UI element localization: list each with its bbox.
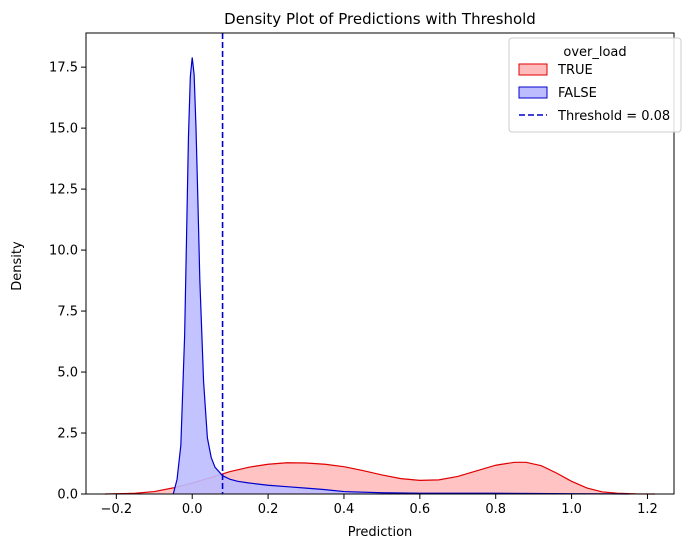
chart-title: Density Plot of Predictions with Thresho… — [224, 10, 536, 28]
legend-label-true: TRUE — [557, 63, 593, 78]
y-tick-label: 5.0 — [57, 366, 78, 381]
legend-swatch-false — [518, 86, 548, 99]
x-tick-label: 0.2 — [258, 502, 279, 517]
x-tick-label: 0.0 — [182, 502, 203, 517]
y-tick-label: 10.0 — [49, 244, 78, 259]
x-tick-label: 0.6 — [409, 502, 430, 517]
legend-box — [508, 37, 682, 133]
y-tick-label: 0.0 — [57, 488, 78, 503]
x-axis-label: Prediction — [348, 525, 413, 540]
y-tick-label: 12.5 — [49, 183, 78, 198]
x-tick-label: 1.0 — [561, 502, 582, 517]
axes-frame — [85, 32, 675, 495]
y-tick-label: 7.5 — [57, 305, 78, 320]
plot-area — [85, 32, 675, 495]
x-tick-label: 1.2 — [637, 502, 658, 517]
y-axis-label: Density — [10, 241, 25, 291]
legend-swatch-true — [518, 63, 548, 76]
y-tick-label: 15.0 — [49, 122, 78, 137]
x-tick-label: 0.8 — [485, 502, 506, 517]
legend-label-false: FALSE — [558, 86, 597, 101]
legend-label-threshold: Threshold = 0.08 — [557, 109, 670, 124]
x-tick-label: 0.4 — [334, 502, 355, 517]
y-tick-label: 2.5 — [57, 427, 78, 442]
legend: over_load TRUE FALSE Threshold = 0.08 — [508, 37, 682, 133]
x-axis: −0.2 0.0 0.2 0.4 0.6 0.8 1.0 1.2 — [101, 494, 658, 517]
x-tick-label: −0.2 — [101, 502, 133, 517]
y-axis: 0.0 2.5 5.0 7.5 10.0 12.5 15.0 17.5 — [49, 61, 86, 503]
legend-title: over_load — [563, 45, 626, 60]
y-tick-label: 17.5 — [49, 61, 78, 76]
